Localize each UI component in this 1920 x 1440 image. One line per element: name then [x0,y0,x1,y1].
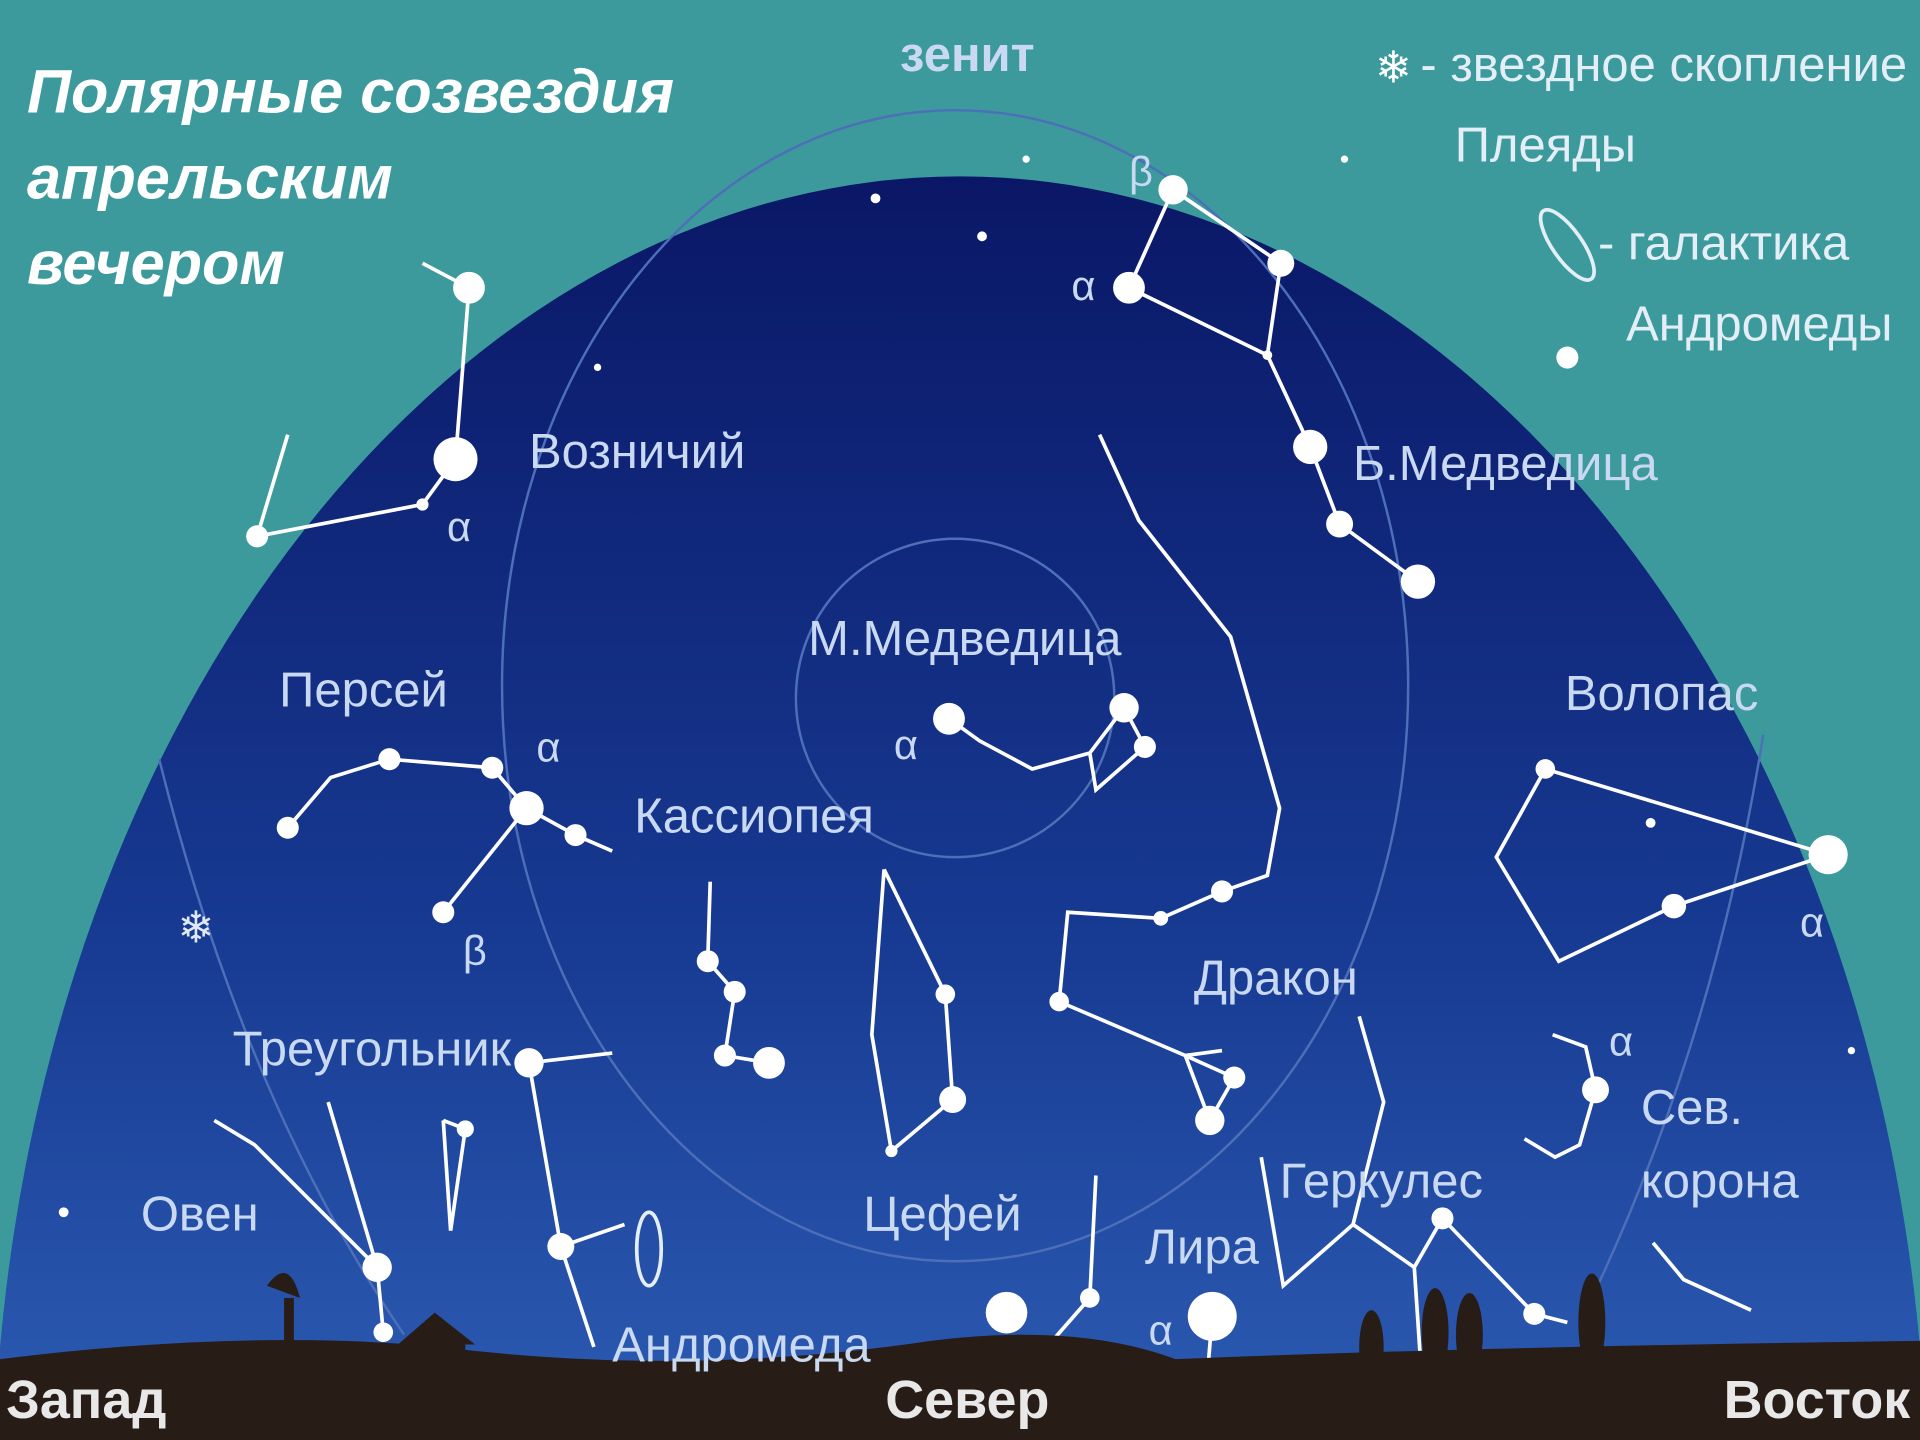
star-letter: α [1609,1018,1633,1065]
constellation-name: Андромеда [612,1319,871,1373]
constellation-name: Лира [1145,1221,1260,1275]
constellation-name: Сев. [1641,1081,1743,1135]
constellation-name: М.Медведица [808,612,1122,666]
cluster-icon: ❄ [1375,44,1412,93]
constellation-name: Б.Медведица [1353,437,1658,491]
constellation-name: Геркулес [1280,1155,1483,1209]
star-letter: α [536,724,560,771]
star-letter: β [1129,148,1153,195]
title: вечером [27,229,285,297]
legend-text: Плеяды [1455,119,1636,173]
zenith-label: зенит [900,28,1035,82]
constellation-name: корона [1641,1155,1800,1209]
star-letter: β [463,927,487,974]
direction-label: Запад [6,1370,166,1430]
star-letter: α [447,503,471,550]
direction-label: Север [885,1370,1049,1430]
cluster-icon: ❄ [177,903,214,952]
constellation-name: Дракон [1194,951,1358,1005]
constellation-name: Волопас [1565,667,1758,721]
page: ❄ ❄ Полярные созвездия апрельским вечеро… [0,0,1920,1440]
direction-label: Восток [1724,1370,1911,1430]
legend-text: - галактика [1598,217,1850,271]
constellation-name: Цефей [863,1188,1021,1242]
star-letter: α [894,721,918,768]
constellation-name: Треугольник [233,1022,512,1076]
constellation-name: Кассиопея [634,790,874,844]
star-letter: α [1149,1306,1173,1353]
star-map: ❄ ❄ Полярные созвездия апрельским вечеро… [0,0,1920,1440]
constellation-name: Возничий [529,425,745,479]
constellation-name: Персей [279,664,448,718]
star-letter: α [1800,899,1824,946]
title: Полярные созвездия [27,58,674,126]
constellation-name: Овен [141,1188,259,1242]
star-letter: α [1071,262,1095,309]
legend-text: Андромеды [1626,297,1892,351]
title: апрельским [27,143,393,211]
legend-text: - звездное скопление [1420,38,1907,92]
